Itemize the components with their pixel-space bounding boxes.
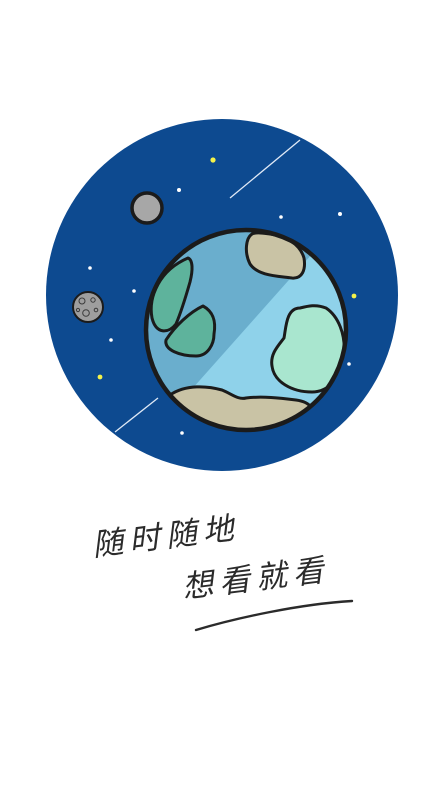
star <box>347 362 351 366</box>
star <box>351 293 357 299</box>
star <box>210 157 216 163</box>
shooting-star <box>229 139 301 199</box>
star <box>132 289 136 293</box>
star <box>279 215 283 219</box>
star <box>338 212 342 216</box>
star <box>180 431 184 435</box>
star <box>88 266 92 270</box>
star <box>109 338 113 342</box>
tagline-line-2: 想看就看 <box>180 552 332 606</box>
moon-small <box>130 191 164 225</box>
continent-left-island <box>164 304 217 358</box>
tagline-line-1: 随时随地 <box>90 510 242 564</box>
shooting-star <box>114 397 159 433</box>
star <box>177 188 181 192</box>
space-illustration <box>46 119 398 471</box>
continent-right <box>270 304 346 394</box>
earth-globe <box>143 227 349 433</box>
cratered-moon <box>72 291 104 323</box>
star <box>97 374 103 380</box>
